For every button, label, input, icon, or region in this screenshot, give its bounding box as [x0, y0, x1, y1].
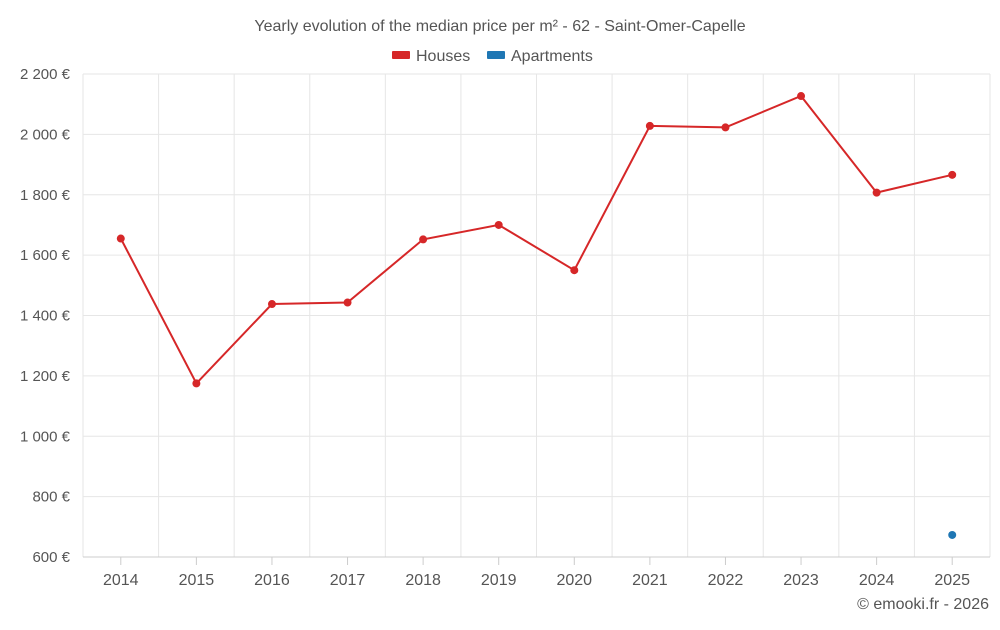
y-tick-label: 1 200 €	[20, 368, 71, 385]
x-tick-label: 2023	[783, 572, 819, 589]
x-tick-label: 2014	[103, 572, 139, 589]
x-tick-label: 2017	[330, 572, 366, 589]
x-tick-label: 2016	[254, 572, 290, 589]
x-tick-label: 2020	[556, 572, 592, 589]
y-tick-label: 2 000 €	[20, 126, 71, 143]
legend-item-houses[interactable]: Houses	[392, 48, 470, 65]
x-tick-label: 2018	[405, 572, 441, 589]
legend-label-houses: Houses	[416, 48, 470, 65]
legend-swatch-apartments	[487, 51, 505, 59]
data-point-houses[interactable]	[116, 234, 125, 243]
x-tick-label: 2021	[632, 572, 668, 589]
axis-layer: 600 € 800 € 1 000 € 1 200 € 1 400 € 1 600 € 1 …	[20, 66, 990, 589]
data-point-houses[interactable]	[419, 235, 428, 244]
chart-title: Yearly evolution of the median price per…	[254, 18, 745, 35]
legend-label-apartments: Apartments	[511, 48, 593, 65]
data-point-houses[interactable]	[570, 266, 579, 275]
x-tick-label: 2015	[179, 572, 215, 589]
y-tick-label: 1 600 €	[20, 247, 71, 264]
x-tick-label: 2025	[934, 572, 970, 589]
data-point-houses[interactable]	[192, 379, 201, 388]
series-layer	[116, 92, 957, 539]
credit-text: © emooki.fr - 2026	[857, 596, 989, 613]
data-point-houses[interactable]	[721, 123, 730, 132]
y-tick-label: 1 800 €	[20, 187, 71, 204]
y-tick-label: 600 €	[32, 549, 70, 566]
data-point-apartments[interactable]	[948, 530, 957, 539]
y-tick-label: 800 €	[32, 489, 70, 506]
legend-item-apartments[interactable]: Apartments	[487, 48, 593, 65]
legend-swatch-houses	[392, 51, 410, 59]
data-point-houses[interactable]	[343, 298, 352, 307]
data-point-houses[interactable]	[797, 92, 806, 101]
data-point-houses[interactable]	[645, 121, 654, 130]
y-tick-label: 2 200 €	[20, 66, 71, 83]
series-houses	[116, 92, 957, 388]
data-point-houses[interactable]	[872, 188, 881, 197]
series-line-houses	[119, 94, 953, 386]
x-tick-label: 2019	[481, 572, 517, 589]
y-tick-label: 1 000 €	[20, 428, 71, 445]
x-tick-label: 2022	[708, 572, 744, 589]
data-point-houses[interactable]	[494, 220, 503, 229]
data-point-houses[interactable]	[948, 170, 957, 179]
x-tick-label: 2024	[859, 572, 895, 589]
grid-layer	[82, 73, 991, 557]
legend[interactable]: Houses Apartments	[392, 48, 593, 65]
y-tick-label: 1 400 €	[20, 308, 71, 325]
series-apartments	[948, 530, 957, 539]
data-point-houses[interactable]	[267, 300, 276, 309]
